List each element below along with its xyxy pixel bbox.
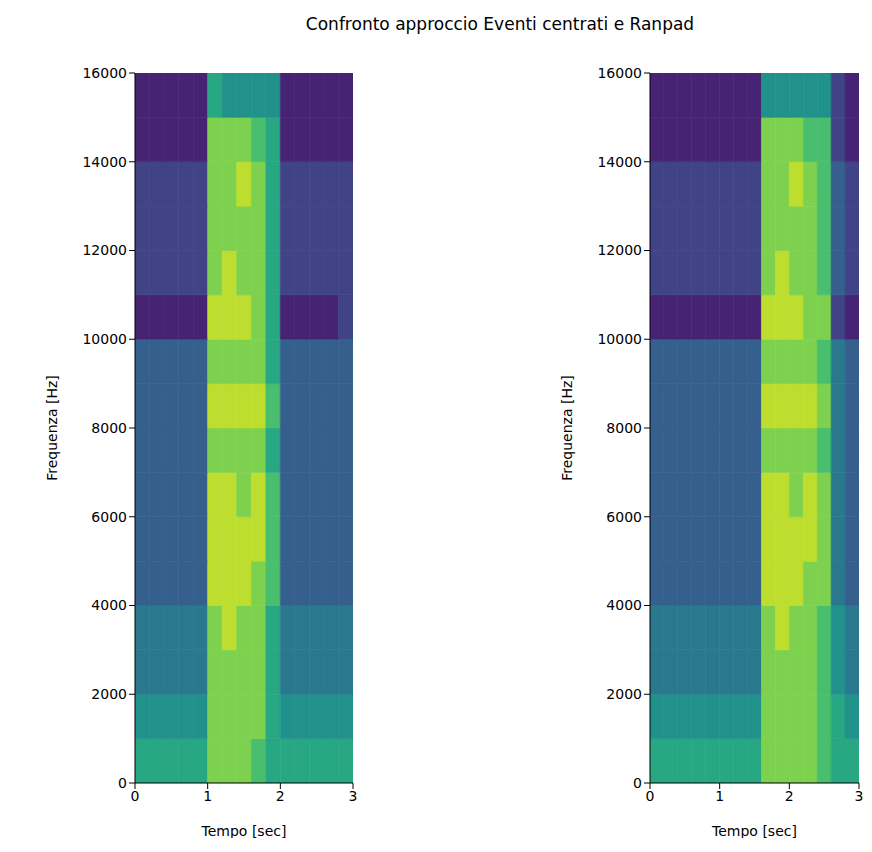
svg-text:6000: 6000 xyxy=(606,509,642,525)
svg-text:3: 3 xyxy=(349,788,358,804)
svg-text:12000: 12000 xyxy=(82,242,127,258)
svg-text:4000: 4000 xyxy=(91,597,127,613)
svg-text:8000: 8000 xyxy=(606,420,642,436)
svg-text:Frequenza [Hz]: Frequenza [Hz] xyxy=(44,375,60,481)
html-text:Confronto approccio Eventi cen: Confronto approccio Eventi centrati e Ra… xyxy=(305,14,695,34)
svg-text:1: 1 xyxy=(203,788,212,804)
svg-text:3: 3 xyxy=(855,788,864,804)
svg-text:1: 1 xyxy=(715,788,724,804)
svg-text:Tempo [sec]: Tempo [sec] xyxy=(711,823,797,838)
svg-text:2: 2 xyxy=(276,788,285,804)
svg-text:2: 2 xyxy=(785,788,794,804)
svg-text:14000: 14000 xyxy=(597,154,642,170)
svg-text:0: 0 xyxy=(646,788,655,804)
svg-text:6000: 6000 xyxy=(91,509,127,525)
svg-text:4000: 4000 xyxy=(606,597,642,613)
svg-text:14000: 14000 xyxy=(82,154,127,170)
svg-text:16000: 16000 xyxy=(82,65,127,81)
svg-text:0: 0 xyxy=(118,775,127,791)
svg-text:0: 0 xyxy=(633,775,642,791)
svg-text:16000: 16000 xyxy=(597,65,642,81)
svg-text:8000: 8000 xyxy=(91,420,127,436)
svg-text:10000: 10000 xyxy=(82,331,127,347)
svg-text:0: 0 xyxy=(131,788,140,804)
svg-text:12000: 12000 xyxy=(597,242,642,258)
svg-text:2000: 2000 xyxy=(606,686,642,702)
svg-text:2000: 2000 xyxy=(91,686,127,702)
svg-text:10000: 10000 xyxy=(597,331,642,347)
svg-text:Frequenza [Hz]: Frequenza [Hz] xyxy=(559,375,575,481)
svg-text:Tempo [sec]: Tempo [sec] xyxy=(201,823,287,838)
